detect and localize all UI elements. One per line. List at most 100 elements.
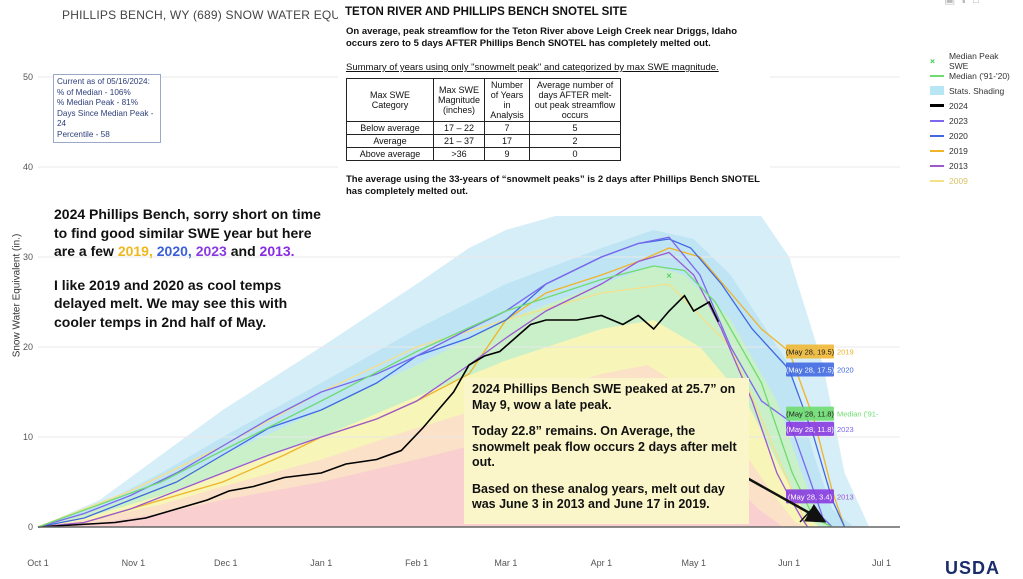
y-tick-label: 0 <box>28 522 33 532</box>
legend-swatch <box>930 104 944 107</box>
y-axis-label: Snow Water Equivalent (in.) <box>11 233 23 358</box>
year-2019: 2019, <box>117 243 153 259</box>
end-label-box <box>786 362 834 377</box>
legend-swatch <box>930 74 944 77</box>
legend-label: 2009 <box>949 175 968 186</box>
median-line <box>37 265 833 528</box>
table-cell: Average <box>346 134 434 148</box>
info-footer: The average using the 33-years of “snowm… <box>346 174 760 197</box>
table-cell: Above average <box>346 147 434 161</box>
table-row: Above average >36 9 0 <box>346 147 622 161</box>
legend-label: 2013 <box>949 160 968 171</box>
table-header: Number of Years in Analysis <box>484 78 531 122</box>
legend-item[interactable]: Median ('91-'20) <box>930 68 1020 83</box>
chart-legend: × Median Peak SWE Median ('91-'20) Stats. S… <box>930 50 1020 188</box>
legend-swatch <box>930 149 944 152</box>
end-label-year: 2020 <box>837 366 854 375</box>
table-row: Average 21 – 37 17 2 <box>346 134 622 148</box>
legend-label: 2023 <box>949 115 968 126</box>
x-tick-label: Oct 1 <box>27 558 49 568</box>
table-cell: 17 – 22 <box>432 121 486 135</box>
year-2020: 2020, <box>156 243 192 259</box>
legend-item[interactable]: 2024 <box>930 98 1020 113</box>
legend-label: 2024 <box>949 100 968 111</box>
legend-item[interactable]: Stats. Shading <box>930 83 1020 98</box>
legend-item[interactable]: 2009 <box>930 173 1020 188</box>
usda-logo: USDA <box>945 558 1001 578</box>
x-tick-label: Jun 1 <box>778 558 800 568</box>
series-line-2019 <box>37 247 846 528</box>
end-label-box <box>786 406 834 421</box>
status-line: Current as of 05/16/2024: <box>57 77 150 86</box>
end-label-value: (May 28, 11.8) <box>786 410 834 419</box>
x-tick-label: Dec 1 <box>214 558 238 568</box>
note-paragraph: Today 22.8” remains. On Average, the sno… <box>472 424 737 469</box>
end-label-box <box>786 421 834 436</box>
comment-paragraph-2: I like 2019 and 2020 as cool temps delay… <box>54 276 288 330</box>
comment-text: 2024 Phillips Bench, sorry short on time… <box>54 206 321 259</box>
y-tick-label: 30 <box>23 252 33 262</box>
legend-item[interactable]: 2020 <box>930 128 1020 143</box>
table-cell: 0 <box>529 147 622 161</box>
analog-comment: 2024 Phillips Bench, sorry short on time… <box>54 205 324 346</box>
swe-category-table: Max SWE Category Max SWE Magnitude (inch… <box>346 78 622 161</box>
end-label-value: (May 28, 17.5) <box>786 366 835 375</box>
year-2023: 2023 <box>195 243 227 259</box>
table-cell: Below average <box>346 121 434 135</box>
note-paragraph: Based on these analog years, melt out da… <box>472 481 725 512</box>
legend-label: Median ('91-'20) <box>949 70 1010 81</box>
legend-swatch <box>930 134 944 137</box>
comment-paragraph-1: 2024 Phillips Bench, sorry short on time… <box>54 205 324 261</box>
zoom-icon[interactable]: ▣ <box>944 0 955 6</box>
table-header-row: Max SWE Category Max SWE Magnitude (inch… <box>346 78 622 122</box>
table-cell: 2 <box>529 134 622 148</box>
end-label-year: 2013 <box>837 492 854 501</box>
x-tick-label: Feb 1 <box>405 558 428 568</box>
legend-item[interactable]: × Median Peak SWE <box>930 50 1020 71</box>
x-tick-label: Apr 1 <box>591 558 613 568</box>
legend-swatch <box>930 179 944 182</box>
legend-item[interactable]: 2013 <box>930 158 1020 173</box>
table-header: Average number of days AFTER melt-out pe… <box>529 78 622 122</box>
info-summary: Summary of years using only "snowmelt pe… <box>346 62 719 73</box>
end-label-box <box>786 489 834 504</box>
chart-toolbar[interactable]: ▣ ✚ ⌂ <box>944 0 979 6</box>
end-label-value: (May 28, 19.5) <box>786 348 835 357</box>
series-line-2023 <box>37 236 833 528</box>
x-tick-label: Nov 1 <box>122 558 146 568</box>
chart-title: PHILLIPS BENCH, WY (689) SNOW WATER EQUI… <box>62 8 391 22</box>
pan-icon[interactable]: ✚ <box>959 0 969 6</box>
end-label-year: 2023 <box>837 425 854 434</box>
y-tick-label: 50 <box>23 72 33 82</box>
legend-label: Stats. Shading <box>949 85 1005 96</box>
legend-label: Median Peak SWE <box>948 50 999 71</box>
x-tick-label: May 1 <box>681 558 706 568</box>
melt-out-marker <box>799 508 813 523</box>
series-line-2013 <box>37 251 809 528</box>
end-label-box <box>786 344 834 359</box>
y-tick-label: 10 <box>23 432 33 442</box>
table-row: Below average 17 – 22 7 5 <box>346 121 622 135</box>
reset-icon[interactable]: ⌂ <box>972 0 979 6</box>
legend-label: 2019 <box>949 145 968 156</box>
status-line: Percentile - 58 <box>57 129 110 139</box>
legend-item[interactable]: 2019 <box>930 143 1020 158</box>
status-line: % of Median - 106% <box>57 87 131 97</box>
median-peak-marker: × <box>666 271 672 282</box>
status-box: Current as of 05/16/2024: % of Median - … <box>53 74 161 143</box>
table-cell: 21 – 37 <box>432 134 486 148</box>
end-label-year: 2019 <box>837 348 854 357</box>
legend-swatch <box>930 164 944 167</box>
end-label-value: (May 28, 11.8) <box>786 425 834 434</box>
table-cell: 7 <box>484 121 531 135</box>
table-cell: 17 <box>484 134 531 148</box>
table-header: Max SWE Magnitude (inches) <box>432 78 486 122</box>
end-label-value: (May 28, 3.4) <box>788 492 833 501</box>
year-2013: 2013. <box>259 243 295 259</box>
x-tick-label: Mar 1 <box>494 558 517 568</box>
table-header: Max SWE Category <box>346 78 434 122</box>
table-cell: >36 <box>432 147 486 161</box>
end-label-year: Median ('91- <box>837 410 879 419</box>
y-tick-label: 40 <box>23 162 33 172</box>
legend-item[interactable]: 2023 <box>930 113 1020 128</box>
